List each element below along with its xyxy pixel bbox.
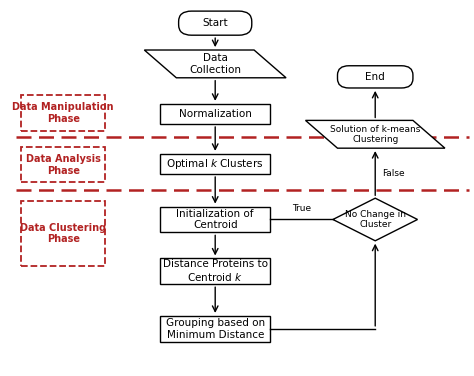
Text: False: False xyxy=(382,169,405,178)
Bar xyxy=(21,96,106,130)
Bar xyxy=(21,201,106,266)
Polygon shape xyxy=(305,120,445,148)
Text: True: True xyxy=(292,204,311,213)
Bar xyxy=(160,154,270,174)
Text: Optimal $k$ Clusters: Optimal $k$ Clusters xyxy=(166,157,264,171)
Polygon shape xyxy=(145,50,286,78)
FancyBboxPatch shape xyxy=(179,11,252,35)
Text: Data
Collection: Data Collection xyxy=(189,53,241,75)
Bar xyxy=(160,316,270,342)
Text: Data Clustering
Phase: Data Clustering Phase xyxy=(20,223,106,244)
Text: Solution of k-means
Clustering: Solution of k-means Clustering xyxy=(330,124,420,144)
Text: End: End xyxy=(365,72,385,82)
Bar xyxy=(21,147,106,182)
Text: Normalization: Normalization xyxy=(179,109,252,119)
Text: Initialization of
Centroid: Initialization of Centroid xyxy=(176,209,254,230)
Bar xyxy=(160,258,270,284)
Bar xyxy=(160,206,270,232)
FancyBboxPatch shape xyxy=(337,66,413,88)
Text: Start: Start xyxy=(202,18,228,28)
Polygon shape xyxy=(333,198,418,241)
Text: No Change in
Cluster: No Change in Cluster xyxy=(345,210,406,229)
Text: Data Analysis
Phase: Data Analysis Phase xyxy=(26,154,100,176)
Text: Distance Proteins to
Centroid $k$: Distance Proteins to Centroid $k$ xyxy=(163,259,268,284)
Text: Data Manipulation
Phase: Data Manipulation Phase xyxy=(12,102,114,124)
Text: Grouping based on
Minimum Distance: Grouping based on Minimum Distance xyxy=(165,318,265,340)
Bar xyxy=(160,104,270,124)
